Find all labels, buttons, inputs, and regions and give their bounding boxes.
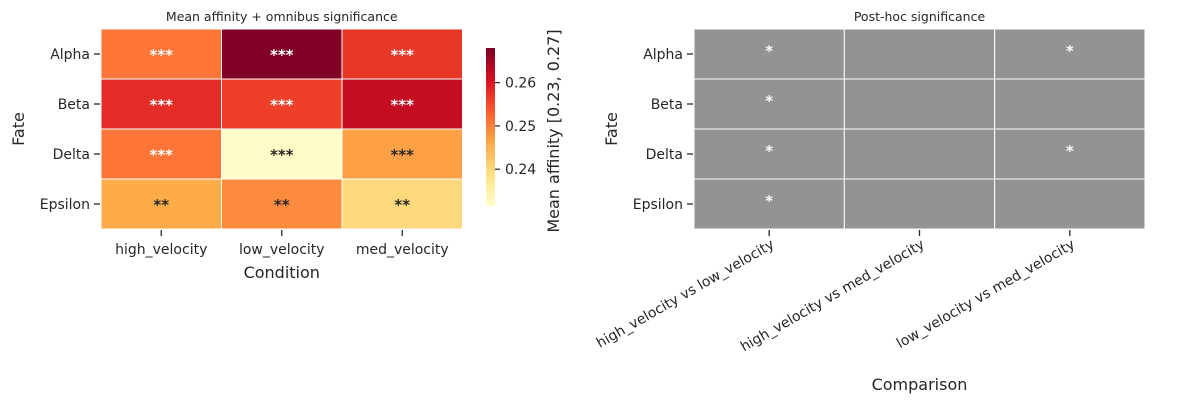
affinity-colorbar: 0.24 0.25 0.26 <box>486 48 536 206</box>
posthoc-cell-alpha-2 <box>843 28 996 80</box>
posthoc-cell-epsilon-2 <box>843 178 996 230</box>
colorbar-label: Mean affinity [0.23, 0.27] <box>544 29 563 232</box>
colorbar-gradient <box>486 48 495 206</box>
posthoc-cell-annotation: * <box>765 92 773 110</box>
affinity-cell-annotation: *** <box>149 146 173 164</box>
posthoc-cell-annotation: * <box>765 142 773 160</box>
posthoc-heatmap-y-axis-label: Fate <box>602 112 621 146</box>
affinity-cell-annotation: ** <box>153 196 169 214</box>
affinity-cell-annotation: *** <box>270 46 294 64</box>
y-tick-label: Beta <box>58 97 90 113</box>
affinity-heatmap-y-axis-label: Fate <box>9 112 28 146</box>
posthoc-cell-delta-1 <box>693 128 845 180</box>
affinity-cell-annotation: *** <box>390 96 414 114</box>
y-tick-label: Epsilon <box>633 197 683 213</box>
affinity-cell-annotation: ** <box>274 196 290 214</box>
posthoc-cell-annotation: * <box>1066 142 1074 160</box>
affinity-cell-beta-med_velocity <box>341 78 463 130</box>
posthoc-cell-annotation: * <box>1066 42 1074 60</box>
posthoc-heatmap-title: Post-hoc significance <box>854 9 986 24</box>
y-tick-label: Delta <box>646 147 683 163</box>
x-tick-label: low_velocity <box>239 242 325 258</box>
y-tick-label: Alpha <box>643 47 683 63</box>
posthoc-cell-annotation: * <box>765 192 773 210</box>
affinity-heatmap-cells: *** *** ****** *** ****** *** ***** ** ** <box>100 28 463 230</box>
affinity-cell-annotation: *** <box>270 96 294 114</box>
posthoc-cell-beta-1 <box>693 78 845 130</box>
posthoc-cell-alpha-1 <box>693 28 845 80</box>
y-tick-label: Delta <box>53 147 90 163</box>
affinity-cell-annotation: *** <box>149 96 173 114</box>
affinity-cell-alpha-med_velocity <box>341 28 463 80</box>
posthoc-cell-annotation: * <box>765 42 773 60</box>
affinity-cell-annotation: *** <box>270 146 294 164</box>
posthoc-cell-delta-2 <box>843 128 996 180</box>
x-tick-label: high_velocity <box>115 242 207 258</box>
affinity-cell-annotation: *** <box>390 46 414 64</box>
affinity-cell-epsilon-high_velocity <box>100 178 222 230</box>
y-tick-label: Epsilon <box>40 197 90 213</box>
affinity-cell-epsilon-med_velocity <box>341 178 463 230</box>
posthoc-cell-epsilon-3 <box>994 178 1146 230</box>
posthoc-cell-beta-3 <box>994 78 1146 130</box>
y-tick-label: Alpha <box>50 47 90 63</box>
posthoc-cell-epsilon-1 <box>693 178 845 230</box>
x-tick-label: low_velocity vs med_velocity <box>894 237 1078 352</box>
posthoc-cell-beta-2 <box>843 78 996 130</box>
affinity-heatmap-title: Mean affinity + omnibus significance <box>166 9 398 24</box>
y-tick-label: Beta <box>651 97 683 113</box>
affinity-cell-annotation: ** <box>394 196 410 214</box>
affinity-heatmap-y-ticks: Alpha Beta Delta Epsilon <box>40 47 100 213</box>
posthoc-heatmap-cells: * * * * * * <box>693 28 1146 230</box>
posthoc-cell-alpha-3 <box>994 28 1146 80</box>
x-tick-label: med_velocity <box>356 242 449 258</box>
posthoc-heatmap-panel: Post-hoc significance * * * * * * Alpha Beta De… <box>594 9 1146 394</box>
affinity-heatmap-x-axis-label: Condition <box>244 263 320 282</box>
affinity-cell-annotation: *** <box>149 46 173 64</box>
affinity-cell-beta-high_velocity <box>100 78 222 130</box>
posthoc-heatmap-x-ticks: high_velocity vs low_velocityhigh_veloci… <box>594 230 1078 355</box>
affinity-cell-annotation: *** <box>390 146 414 164</box>
affinity-cell-delta-low_velocity <box>221 128 343 180</box>
affinity-heatmap-panel: Mean affinity + omnibus significance ***… <box>9 9 563 282</box>
colorbar-tick-label: 0.24 <box>505 162 536 178</box>
affinity-cell-alpha-low_velocity <box>221 28 343 80</box>
colorbar-tick-label: 0.25 <box>505 119 536 135</box>
affinity-heatmap-x-ticks: high_velocity low_velocity med_velocity <box>115 230 449 258</box>
colorbar-tick-label: 0.26 <box>505 76 536 92</box>
posthoc-heatmap-x-axis-label: Comparison <box>872 375 968 394</box>
affinity-cell-alpha-high_velocity <box>100 28 222 80</box>
posthoc-heatmap-y-ticks: Alpha Beta Delta Epsilon <box>633 47 693 213</box>
